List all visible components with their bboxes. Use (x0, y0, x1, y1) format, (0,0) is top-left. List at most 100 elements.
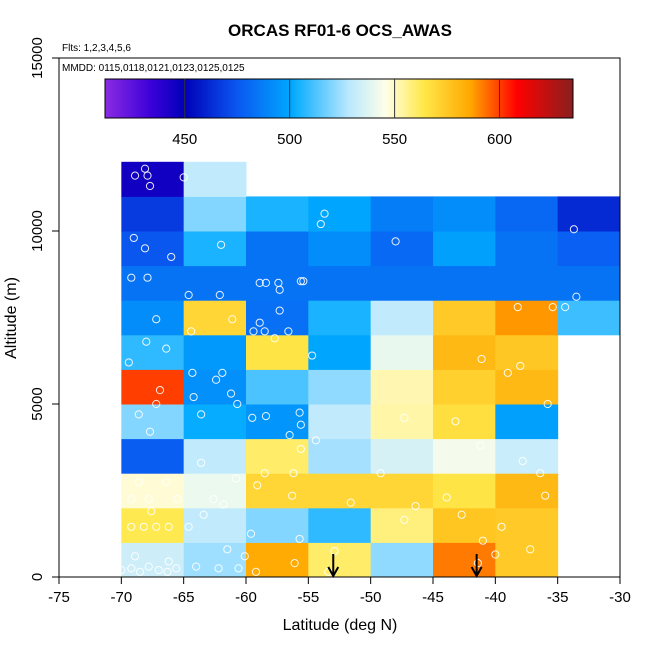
x-tick-label: -50 (360, 589, 382, 606)
heatmap-cell (246, 231, 309, 267)
x-tick-label: -60 (235, 589, 257, 606)
colorbar-tick-label: 450 (172, 131, 197, 148)
sample-point (216, 240, 226, 249)
sample-point (457, 510, 466, 519)
sample-point (228, 315, 237, 324)
sample-point (296, 420, 305, 429)
x-tick-label: -40 (484, 589, 506, 606)
sample-point (130, 552, 140, 561)
heatmap-cell (433, 300, 496, 336)
sample-point (127, 522, 136, 531)
heatmap-cell (495, 507, 559, 543)
heatmap-cell (308, 196, 372, 232)
x-tick-label: -30 (609, 589, 631, 606)
sample-point (411, 501, 420, 511)
heatmap-cell (308, 507, 372, 543)
heatmap-cell (183, 334, 247, 370)
heatmap-cell (183, 369, 247, 405)
heatmap-cell (433, 473, 496, 509)
sample-point (163, 567, 172, 576)
sample-point (187, 327, 196, 336)
sample-point (134, 410, 143, 419)
sample-point (285, 431, 294, 440)
sample-point (140, 164, 150, 173)
sample-point (284, 327, 293, 336)
sample-point (144, 495, 153, 504)
sample-point (184, 290, 193, 300)
heatmap-cell (370, 369, 434, 405)
colorbar-gradient (104, 78, 574, 119)
heatmap-cell (308, 265, 372, 301)
colorbar-tick-label: 500 (277, 131, 302, 148)
sample-point (299, 277, 308, 286)
heatmap-cell (495, 265, 559, 301)
sample-point (290, 559, 299, 568)
sample-point (167, 252, 176, 262)
heatmap-cell (308, 438, 372, 474)
sample-point (209, 495, 218, 504)
sample-points (117, 164, 581, 576)
heatmap-cell (495, 473, 559, 509)
sample-point (311, 436, 320, 445)
sample-point (503, 368, 512, 377)
sample-point (140, 244, 150, 253)
sample-point (346, 498, 355, 507)
sample-point (288, 491, 297, 500)
sample-point (248, 413, 257, 422)
x-axis-label: Latitude (deg N) (283, 617, 398, 634)
heatmap-cell (183, 265, 247, 301)
heatmap-cell (495, 334, 559, 370)
sample-point (145, 427, 155, 436)
sample-point (260, 469, 269, 478)
x-tick-label: -45 (422, 589, 444, 606)
sample-point (261, 278, 271, 287)
y-tick-label: 15000 (29, 37, 46, 79)
sample-point (226, 389, 236, 398)
sample-point (152, 315, 161, 324)
colorbar-tick-label: 550 (382, 131, 407, 148)
heatmap-cell (433, 334, 496, 370)
heatmap-cell (495, 369, 559, 405)
heatmap-cell (370, 196, 434, 232)
heatmap-cell (495, 231, 559, 267)
x-tick-label: -35 (547, 589, 569, 606)
sample-point (275, 285, 284, 294)
heatmap-cell (183, 231, 247, 267)
y-tick-label: 5000 (29, 387, 46, 420)
heatmap-cell (433, 438, 496, 474)
heatmap-cell (183, 300, 247, 336)
sample-point (330, 546, 339, 556)
x-tick-label: -70 (110, 589, 132, 606)
heatmap-cell (433, 231, 496, 267)
heatmap-cell (433, 507, 496, 543)
sample-point (478, 536, 487, 545)
heatmap-cell (308, 542, 372, 578)
x-tick-label: -65 (173, 589, 195, 606)
sample-point (197, 458, 206, 467)
sample-point (197, 410, 206, 419)
heatmap-cell (246, 542, 309, 578)
heatmap-cell (557, 300, 621, 336)
sample-point (255, 278, 264, 287)
heatmap-cell (246, 507, 309, 543)
heatmap-cell (557, 265, 621, 301)
dates-note: MMDD: 0115,0118,0121,0123,0125,0125 (62, 63, 245, 74)
sample-point (260, 327, 269, 336)
sample-point (548, 303, 557, 312)
heatmap-cell (183, 196, 247, 232)
heatmap-cell (246, 300, 309, 336)
sample-point (255, 318, 264, 327)
heatmap-cell (495, 196, 559, 232)
colorbar: 450 500 550 600 (104, 78, 574, 148)
sample-point (526, 545, 535, 554)
heatmap-cell (121, 196, 185, 232)
arrow-head (327, 566, 340, 579)
x-tick-label: -75 (48, 589, 70, 606)
sample-point (451, 417, 460, 426)
sample-point (127, 273, 136, 282)
colorbar-ticks: 450 500 550 600 (172, 79, 512, 148)
heatmap-cell (121, 161, 185, 197)
heatmap-cell (495, 300, 559, 336)
sample-point (124, 358, 133, 367)
sample-point (320, 209, 329, 218)
